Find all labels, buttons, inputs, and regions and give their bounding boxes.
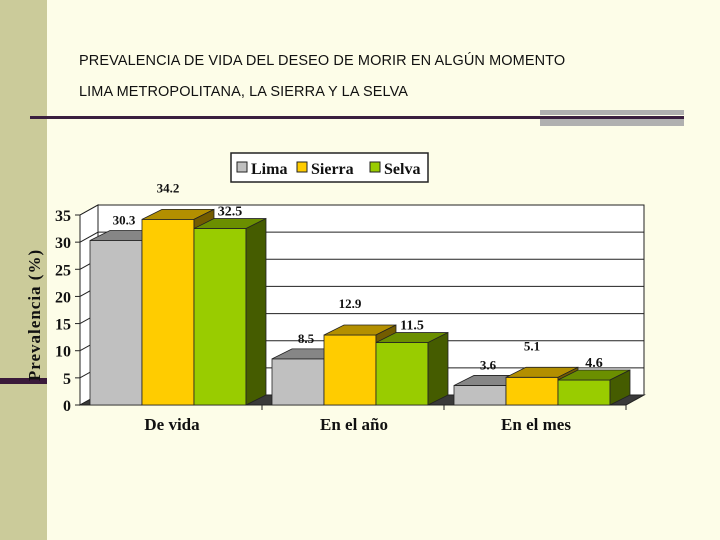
x-category-label: En el año	[320, 415, 388, 434]
y-axis-title: Prevalencia (%)	[25, 249, 44, 381]
data-label: 3.6	[480, 357, 497, 372]
bar-sierra	[141, 218, 195, 406]
bar-side-selva	[609, 369, 631, 406]
bar-lima	[89, 240, 143, 406]
y-tick-label: 15	[55, 317, 71, 334]
data-label: 30.3	[113, 213, 136, 228]
y-tick-label: 20	[55, 289, 71, 306]
data-label: 8.5	[298, 331, 315, 346]
slide-title-line-1: PREVALENCIA DE VIDA DEL DESEO DE MORIR E…	[79, 53, 566, 69]
legend-box	[230, 152, 429, 183]
x-category-label: En el mes	[501, 415, 571, 434]
data-label: 34.2	[157, 180, 180, 195]
left-decorative-band	[0, 0, 47, 540]
legend-swatch-lima	[236, 161, 248, 173]
legend-label-selva: Selva	[384, 161, 420, 178]
bar-selva	[557, 379, 611, 406]
bar-side-selva	[427, 331, 449, 406]
y-tick-label: 35	[55, 208, 71, 225]
data-label: 4.6	[585, 356, 603, 371]
legend-label-lima: Lima	[251, 161, 287, 178]
y-tick-label: 0	[63, 398, 71, 415]
legend-swatch-sierra	[296, 161, 308, 173]
slide-title-line-2: LIMA METROPOLITANA, LA SIERRA Y LA SELVA	[79, 84, 409, 100]
data-label: 5.1	[524, 338, 540, 353]
gridline	[79, 204, 644, 216]
bar-sierra	[323, 334, 377, 406]
bar-selva	[375, 342, 429, 406]
gridline	[79, 231, 644, 243]
bar-side-selva	[245, 217, 267, 406]
title-divider-accent	[540, 110, 684, 126]
bar-selva	[193, 228, 247, 406]
y-tick-label: 30	[55, 235, 71, 252]
data-label: 32.5	[218, 205, 243, 220]
y-tick-label: 25	[55, 262, 71, 279]
bar-lima	[271, 358, 325, 406]
data-label: 12.9	[339, 296, 362, 311]
y-tick-label: 10	[55, 344, 71, 361]
bar-sierra	[505, 376, 559, 406]
left-accent-bar	[0, 378, 47, 384]
legend-swatch-selva	[369, 161, 381, 173]
data-label: 11.5	[400, 319, 424, 334]
legend-label-sierra: Sierra	[311, 161, 354, 178]
x-category-label: De vida	[144, 415, 200, 434]
bar-lima	[453, 385, 507, 406]
title-divider	[30, 116, 684, 119]
y-tick-label: 5	[63, 371, 71, 388]
